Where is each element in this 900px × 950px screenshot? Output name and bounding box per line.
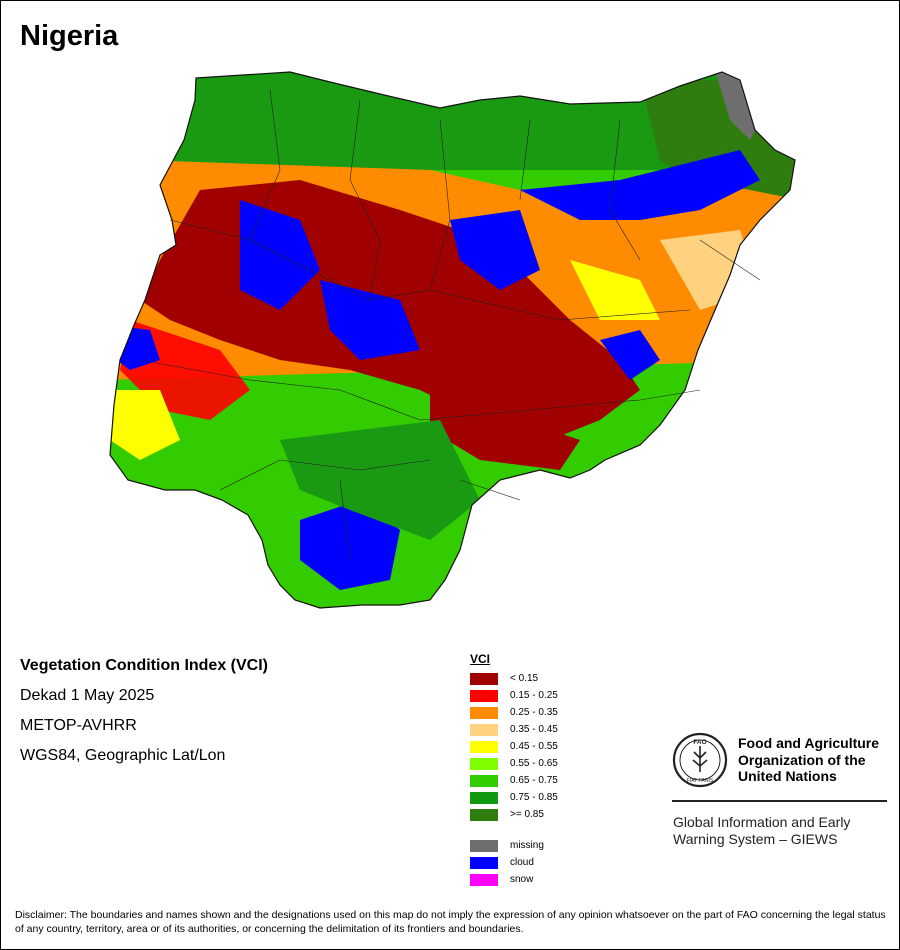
legend-swatch — [470, 774, 498, 787]
legend-label: >= 0.85 — [510, 809, 544, 820]
legend-item: 0.45 - 0.55 — [470, 738, 558, 755]
legend-label: < 0.15 — [510, 673, 539, 684]
legend-item: < 0.15 — [470, 670, 558, 687]
legend-swatch — [470, 839, 498, 852]
map-title: Nigeria — [20, 20, 119, 52]
legend-item: snow — [470, 871, 558, 888]
sensor-name: METOP-AVHRR — [20, 717, 137, 734]
legend-item: 0.65 - 0.75 — [470, 772, 558, 789]
vci-legend: VCI < 0.15 0.15 - 0.25 0.25 - 0.35 0.35 - 0… — [470, 652, 558, 888]
dekad-date: Dekad 1 May 2025 — [20, 687, 155, 704]
legend-label: cloud — [510, 857, 534, 868]
fao-org-name: Food and Agriculture Organization of the… — [738, 735, 880, 784]
legend-swatch — [470, 873, 498, 886]
vci-raster — [110, 72, 795, 608]
svg-text:FIAT PANIS: FIAT PANIS — [687, 778, 714, 784]
legend-swatch — [470, 808, 498, 821]
legend-label: 0.25 - 0.35 — [510, 707, 558, 718]
fao-logo-icon: FAO FIAT PANIS — [672, 732, 728, 788]
legend-swatch — [470, 723, 498, 736]
legend-label: 0.35 - 0.45 — [510, 724, 558, 735]
legend-title: VCI — [470, 652, 491, 666]
state-boundaries — [139, 89, 761, 561]
svg-text:FAO: FAO — [693, 739, 706, 746]
disclaimer: Disclaimer: The boundaries and names sho… — [15, 909, 886, 935]
legend-item: 0.35 - 0.45 — [470, 721, 558, 738]
legend-item: 0.75 - 0.85 — [470, 789, 558, 806]
legend-item: 0.25 - 0.35 — [470, 704, 558, 721]
legend-item: 0.15 - 0.25 — [470, 687, 558, 704]
index-heading: Vegetation Condition Index (VCI) — [20, 657, 268, 674]
legend-label: 0.75 - 0.85 — [510, 792, 558, 803]
legend-swatch — [470, 672, 498, 685]
legend-label: 0.55 - 0.65 — [510, 758, 558, 769]
legend-item: 0.55 - 0.65 — [470, 755, 558, 772]
legend-item: missing — [470, 837, 558, 854]
legend-swatch — [470, 856, 498, 869]
legend-item: >= 0.85 — [470, 806, 558, 823]
legend-label: 0.65 - 0.75 — [510, 775, 558, 786]
country-boundary — [109, 71, 796, 609]
legend-label: 0.45 - 0.55 — [510, 741, 558, 752]
legend-swatch — [470, 740, 498, 753]
legend-swatch — [470, 757, 498, 770]
legend-label: missing — [510, 840, 544, 851]
legend-item: cloud — [470, 854, 558, 871]
fao-divider — [672, 800, 887, 802]
giews-name: Global Information and Early Warning Sys… — [673, 814, 851, 847]
legend-swatch — [470, 791, 498, 804]
vci-map — [109, 71, 796, 609]
legend-swatch — [470, 706, 498, 719]
legend-label: 0.15 - 0.25 — [510, 690, 558, 701]
map-info: Vegetation Condition Index (VCI) Dekad 1… — [20, 656, 268, 776]
legend-label: snow — [510, 874, 534, 885]
projection: WGS84, Geographic Lat/Lon — [20, 747, 226, 764]
legend-swatch — [470, 689, 498, 702]
